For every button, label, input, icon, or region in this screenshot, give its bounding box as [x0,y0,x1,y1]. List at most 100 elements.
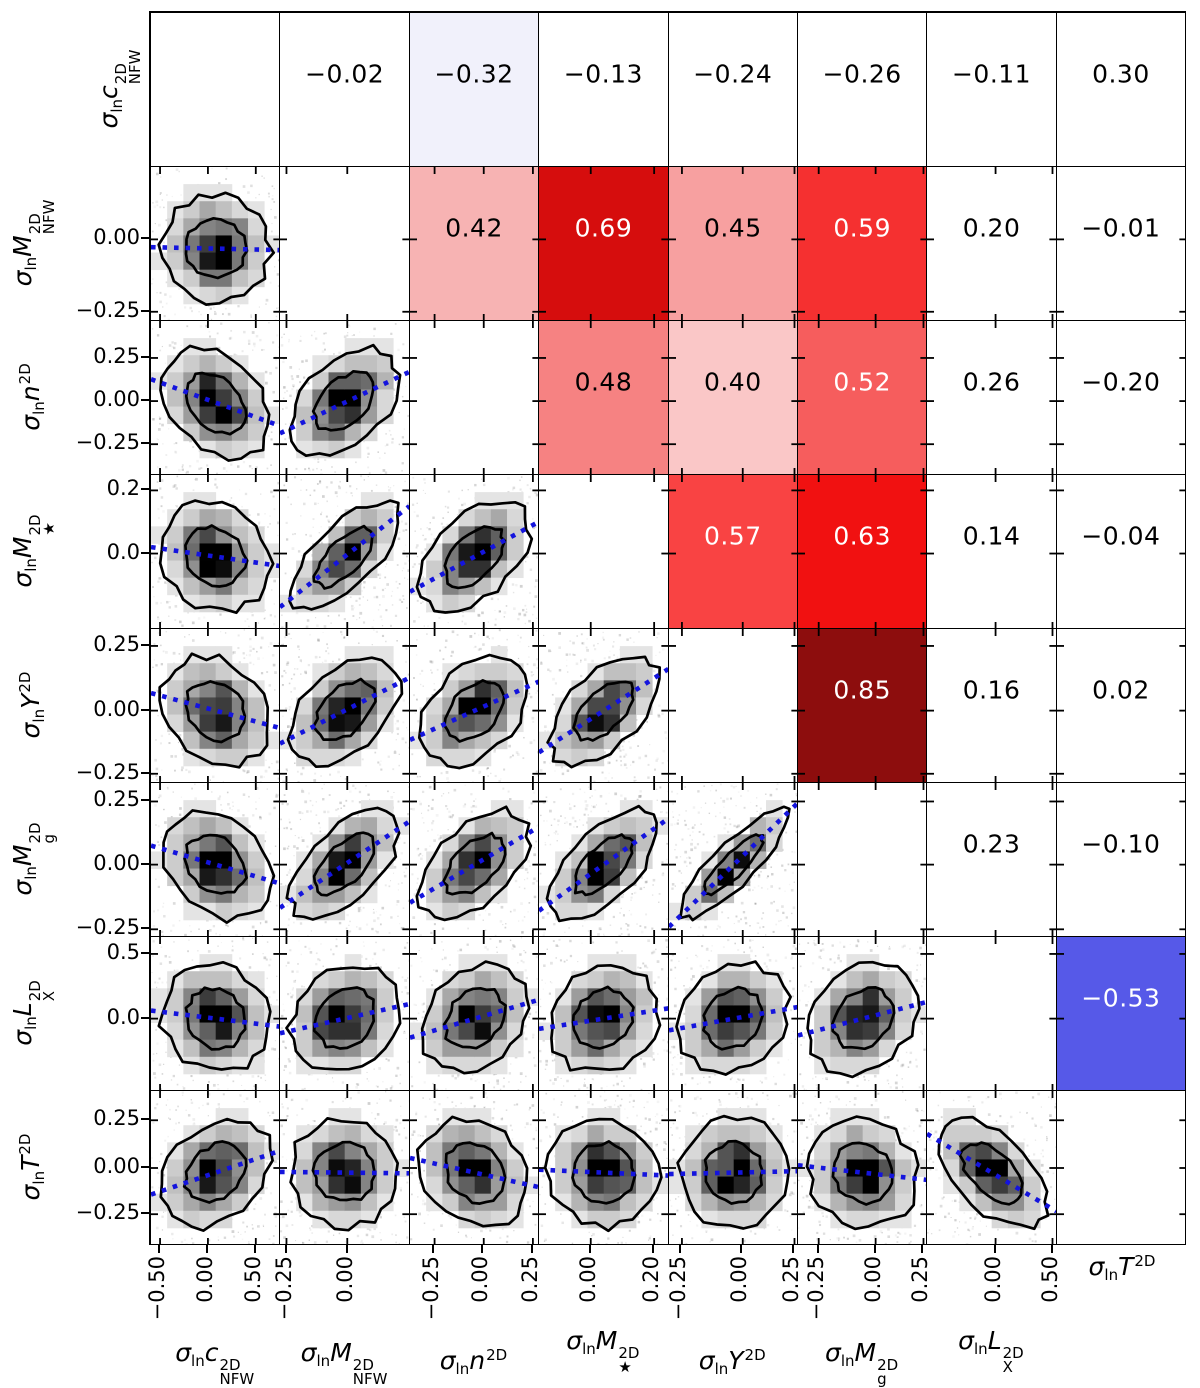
sup-sub-stack: 2D NFW [352,1355,388,1388]
dotted-fit-line [409,679,539,742]
corr-cell-r5c4 [538,628,669,784]
dotted-fit-line [539,1167,668,1178]
sup-sub-stack: 2D X [25,980,58,1002]
x-axis-tick [652,1244,655,1253]
scatter-contour-panel [409,629,539,783]
scatter-contour-panel [409,475,539,629]
cell-overlay [927,937,1056,1091]
cell-overlay [409,167,539,321]
corr-cell-r3c4: 0.48 [538,320,669,476]
y-axis-tick [141,643,150,646]
scatter-contour-panel [409,937,539,1091]
scatter-contour-panel [668,783,798,937]
corr-cell-r6c6 [796,782,928,938]
inner-density-contour [313,986,376,1050]
outer-density-contour [674,960,792,1076]
y-axis-tick [141,488,150,491]
col-axis-label-m_nfw: σlnM 2D NFW [301,1338,388,1387]
cell-overlay [539,167,668,321]
ln-subscript: ln [840,1351,855,1370]
x-axis-tick [588,1244,591,1253]
corr-cell-r5c5 [667,628,799,784]
y-axis-tick [141,862,150,865]
col-axis-label-m_g: σlnM 2D g [825,1338,898,1387]
cell-overlay [797,629,927,783]
correlation-value: −0.01 [1081,213,1161,243]
outer-density-contour [420,960,531,1075]
x-tick-label: 0.50 [1037,1256,1062,1303]
x-axis-tick [679,1244,682,1253]
cell-overlay [927,13,1056,167]
scatter-contour-panel [280,783,409,937]
inner-density-contour [184,216,249,280]
corr-cell-r3c6: 0.52 [796,320,928,476]
ln-subscript: ln [21,256,40,271]
y-axis-tick [141,771,150,774]
y-tick-label: 0.5 [106,939,140,964]
cell-overlay [280,13,409,167]
x-tick-label: 0.50 [240,1256,265,1303]
x-tick-label: 0.00 [192,1256,217,1303]
corr-cell-r3c2 [279,320,410,476]
sigma-symbol: σ [16,414,45,431]
col-axis-label-c_nfw: σlnc 2D NFW [175,1338,254,1387]
y-axis-tick [141,355,150,358]
y-axis-tick [141,237,150,240]
ln-subscript: ln [974,1339,988,1358]
outer-density-contour [285,966,402,1071]
variable-letter: c [204,1337,219,1367]
sup-sub-stack: 2D g [877,1355,899,1388]
x-axis-tick [530,1244,533,1253]
x-axis-tick [432,1244,435,1253]
y-axis-tick [141,309,150,312]
cell-overlay [409,321,539,475]
sigma-symbol: σ [958,1325,975,1355]
cell-overlay [1056,1119,1186,1216]
y-tick-label: −0.25 [75,915,140,940]
inner-density-contour [572,680,635,742]
y-tick-label: 0.00 [93,1154,140,1178]
outer-density-contour [157,960,272,1071]
sigma-symbol: σ [16,1184,45,1201]
corr-cell-r8c8 [1055,1090,1187,1246]
correlation-value: 0.52 [833,367,891,397]
cell-overlay [410,13,539,167]
outer-density-contour [545,804,659,923]
corr-cell-r1c4: −0.13 [538,12,669,168]
x-axis-tick [1050,1244,1053,1253]
correlation-value: 0.02 [1092,675,1150,705]
inner-density-contour [958,1141,1024,1206]
corr-cell-r4c3 [408,474,540,630]
corr-cell-r5c7: 0.16 [926,628,1057,784]
inner-density-contour [571,1140,637,1205]
variable-letter: L [987,1325,1002,1355]
correlation-value: 0.42 [445,213,503,243]
sigma-symbol: σ [93,112,123,129]
x-tick-label: −0.25 [271,1256,296,1321]
ln-subscript: ln [455,1360,470,1378]
x-axis-tick [345,1244,348,1253]
sup-sub-stack: 2D X [1002,1343,1024,1376]
x-tick-label: −0.50 [145,1256,170,1321]
cell-overlay [1056,357,1186,446]
outer-density-contour [158,499,275,615]
scatter-contour-panel [797,937,927,1091]
dotted-fit-line [280,819,409,910]
ln-subscript: ln [1104,1266,1119,1284]
cell-overlay [927,783,1056,937]
col-axis-label-y: σlnY2D [699,1346,766,1378]
cell-overlay [927,629,1056,783]
corr-cell-r2c5: 0.45 [667,166,799,322]
outer-density-contour [288,499,401,611]
dotted-fit-line [151,244,280,253]
y-tick-label: 0.25 [93,631,140,656]
corr-cell-r1c7: −0.11 [926,12,1057,168]
cell-overlay [1056,489,1186,555]
corr-cell-r8c7 [926,1090,1057,1246]
corr-cell-r8c3 [408,1090,540,1246]
outer-density-contour [543,1117,663,1233]
x-tick-label: 0.25 [778,1256,803,1303]
x-axis-tick [253,1244,256,1253]
corr-cell-r7c2 [279,936,410,1092]
